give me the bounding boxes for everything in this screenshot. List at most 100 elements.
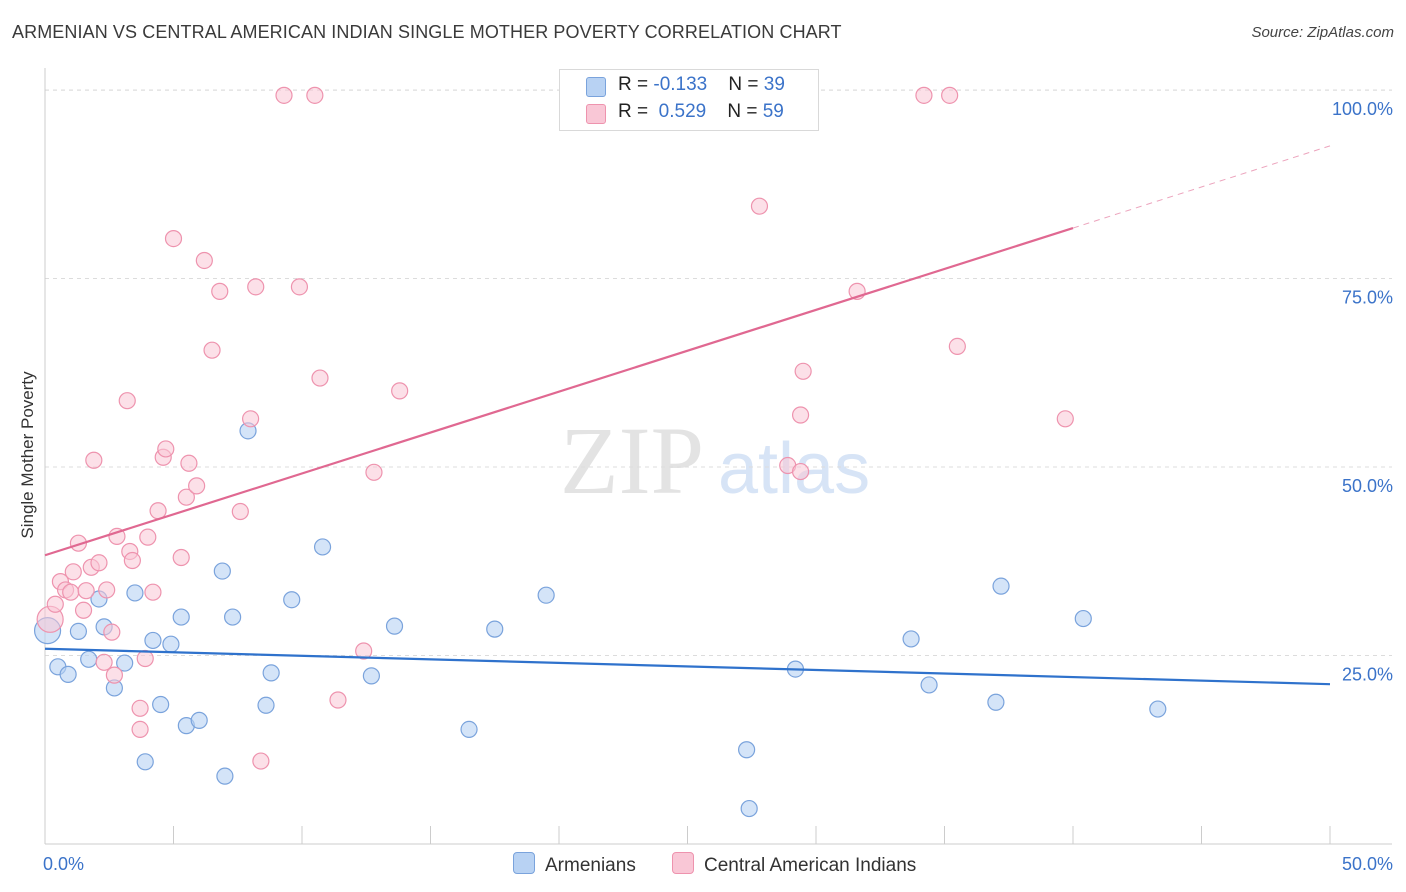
- legend-label-armenians: Armenians: [545, 855, 636, 876]
- y-tick-label: 100.0%: [1332, 99, 1393, 119]
- cai-point: [123, 551, 141, 570]
- cai-point: [365, 463, 383, 481]
- cai-point: [95, 653, 113, 671]
- cai-point: [290, 278, 309, 296]
- armenians-point: [987, 693, 1005, 711]
- armenians-point: [283, 591, 301, 609]
- cai-point: [791, 406, 810, 424]
- cai-point: [108, 527, 126, 546]
- trend-lines: [44, 145, 1331, 686]
- armenians-point: [69, 622, 88, 640]
- armenians-point: [362, 667, 380, 685]
- armenians-point: [902, 630, 920, 648]
- armenians-point: [126, 584, 144, 602]
- armenians-point: [740, 799, 758, 818]
- cai-point: [794, 362, 812, 380]
- cai-point: [144, 583, 162, 601]
- legend-item-armenians[interactable]: Armenians: [513, 852, 636, 876]
- armenians-point: [59, 665, 77, 683]
- n-label: N =: [728, 74, 764, 95]
- armenians-point: [152, 695, 170, 714]
- armenians-point: [537, 586, 555, 604]
- armenians-point: [162, 635, 180, 653]
- cai-point: [188, 477, 206, 495]
- armenians-point: [136, 753, 154, 771]
- axes: [44, 68, 1392, 845]
- armenians-point: [80, 650, 98, 668]
- cai-point: [355, 642, 373, 660]
- cai-point: [98, 581, 116, 599]
- r-label: R =: [618, 74, 654, 95]
- cai-point: [231, 502, 249, 521]
- cai-point: [177, 488, 195, 506]
- cai-point: [941, 86, 959, 104]
- cai-point: [46, 595, 64, 613]
- watermark-zip: ZIP: [560, 407, 704, 514]
- cai-point: [306, 86, 324, 104]
- armenians-point: [190, 711, 208, 729]
- cai-point: [131, 699, 149, 717]
- n-value-armenians: 39: [763, 74, 785, 95]
- cai-point: [211, 282, 229, 300]
- cai-point: [105, 666, 123, 684]
- cai-point: [275, 86, 293, 104]
- watermark: ZIP atlas: [560, 407, 870, 514]
- cai-point: [77, 582, 95, 600]
- cai-point: [1056, 410, 1074, 428]
- correlation-legend: R = -0.133 N = 39 R = 0.529 N = 59: [559, 69, 819, 131]
- armenians-point: [257, 696, 275, 714]
- gridlines: [45, 89, 1392, 657]
- y-tick-label: 25.0%: [1342, 665, 1393, 685]
- cai-point: [242, 410, 260, 428]
- tick-labels: 25.0% 50.0% 75.0% 100.0% 0.0% 50.0%: [43, 99, 1393, 874]
- cai-point: [157, 440, 175, 458]
- armenians-point: [262, 664, 280, 682]
- armenians-point: [385, 617, 404, 635]
- cai-point: [103, 623, 121, 641]
- armenians-point: [116, 654, 134, 672]
- cai-point: [252, 752, 270, 770]
- cai-point: [391, 382, 409, 400]
- y-tick-label: 50.0%: [1342, 476, 1393, 496]
- armenians-point: [144, 631, 162, 650]
- cai-point: [74, 601, 93, 619]
- cai-point: [948, 337, 966, 356]
- x-tick-label: 50.0%: [1342, 854, 1393, 874]
- armenians-point: [920, 676, 938, 694]
- cai-point: [136, 649, 154, 668]
- armenians-point: [213, 562, 231, 580]
- armenians-trend-line: [44, 647, 1331, 686]
- cai-point: [247, 278, 265, 296]
- cai-point: [139, 528, 157, 546]
- cai-point: [180, 454, 198, 472]
- cai-point: [85, 451, 103, 469]
- armenians-point: [1074, 609, 1092, 628]
- source-label: Source: ZipAtlas.com: [1251, 24, 1394, 41]
- y-tick-label: 75.0%: [1342, 288, 1393, 308]
- cai-point: [90, 554, 108, 572]
- cai-point: [164, 230, 183, 248]
- cai-trend-extension: [1072, 145, 1331, 229]
- legend-label-cai: Central American Indians: [704, 855, 917, 876]
- y-axis-label: Single Mother Poverty: [18, 371, 37, 539]
- r-value-cai: 0.529: [653, 101, 707, 122]
- armenians-point: [1149, 700, 1167, 718]
- n-label: N =: [727, 101, 763, 122]
- armenians-point: [172, 608, 190, 626]
- cai-legend-swatch: [672, 852, 694, 874]
- armenians-point: [486, 620, 504, 638]
- cai-point: [118, 392, 136, 410]
- n-value-cai: 59: [762, 101, 784, 122]
- legend-item-cai[interactable]: Central American Indians: [672, 852, 916, 876]
- cai-point: [172, 548, 190, 567]
- armenians-point: [313, 538, 332, 556]
- cai-trend-line: [44, 226, 1074, 557]
- cai-point: [311, 369, 329, 387]
- cai-point: [131, 720, 149, 739]
- cai-point: [62, 583, 80, 601]
- armenians-point: [460, 720, 478, 739]
- armenians-point: [992, 577, 1010, 595]
- cai-point: [203, 341, 221, 359]
- cai-swatch: [586, 104, 606, 124]
